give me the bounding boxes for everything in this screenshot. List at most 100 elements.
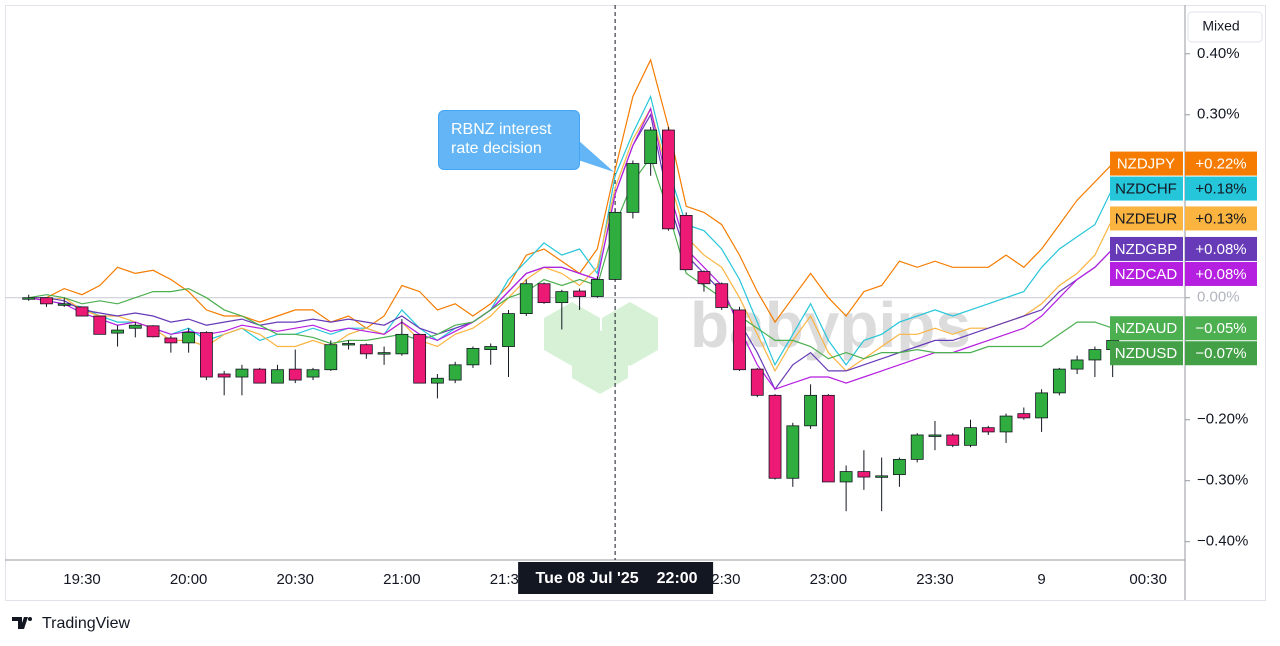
candle-body <box>999 415 1013 433</box>
candle-body <box>644 129 658 164</box>
crosshair-time: 22:00 <box>657 570 698 587</box>
x-tick-label: 00:30 <box>1129 571 1167 588</box>
candle-body <box>466 347 480 366</box>
candle-body <box>910 434 924 460</box>
x-tick-label: 23:00 <box>810 571 848 588</box>
series-label-name-box <box>1110 151 1183 176</box>
candle-body <box>22 297 36 300</box>
series-label-name-box <box>1110 261 1183 286</box>
candle-body <box>1035 392 1048 419</box>
candle-body <box>608 211 622 280</box>
candle-body <box>839 471 853 483</box>
series-label-value: +0.13% <box>1195 210 1246 227</box>
candle-body <box>893 458 906 476</box>
candle-body <box>431 377 444 384</box>
series-label-value: +0.08% <box>1195 266 1246 283</box>
series-label-name: NZDUSD <box>1115 345 1178 362</box>
chart-frame <box>5 5 1266 601</box>
x-tick-label: 21:30 <box>490 571 528 588</box>
candle-body <box>271 369 284 384</box>
candle-body <box>395 333 409 355</box>
series-label-name: NZDCAD <box>1115 266 1178 283</box>
crosshair-label-box <box>518 562 714 594</box>
candle-body <box>40 297 53 305</box>
candle-body <box>679 215 693 271</box>
candle-body <box>857 471 871 478</box>
series-label: NZDEUR +0.13% <box>1110 206 1257 231</box>
series-label-name: NZDEUR <box>1115 210 1178 227</box>
candle-body <box>715 283 729 308</box>
candle-body <box>359 344 373 355</box>
series-label-name: NZDGBP <box>1115 241 1178 258</box>
series-line <box>28 58 1114 329</box>
candle-body <box>182 332 196 344</box>
candle-body <box>288 368 302 381</box>
candle-body <box>324 344 338 371</box>
x-tick-label: 9 <box>1037 571 1045 588</box>
annotation: RBNZ interest rate decision <box>438 110 580 170</box>
candle-body <box>946 434 960 446</box>
mode-button[interactable] <box>1187 11 1263 43</box>
series-line <box>28 156 1113 360</box>
series-label-value: −0.07% <box>1195 345 1246 362</box>
y-tick-label: 0.00% <box>1197 289 1240 306</box>
brand-name: TradingView <box>42 615 130 632</box>
y-tick-label: −0.20% <box>1197 411 1248 428</box>
candle-body <box>75 306 89 317</box>
candle-body <box>1052 368 1066 394</box>
y-tick-label: −0.30% <box>1197 472 1248 489</box>
candle-body <box>519 283 533 315</box>
candle-body <box>821 394 835 483</box>
candle-body <box>786 425 800 479</box>
series-label-name-box <box>1110 176 1183 201</box>
candle-body <box>875 475 889 478</box>
series-label-value-box <box>1185 341 1257 366</box>
series-label-value-box <box>1185 261 1257 286</box>
candle-body <box>164 337 178 344</box>
candle-body <box>377 352 391 355</box>
series-label: NZDUSD −0.07% <box>1110 341 1257 366</box>
y-tick-label: 0.40% <box>1197 45 1240 62</box>
series-label-value-box <box>1185 316 1257 341</box>
series-label-value-box <box>1185 206 1257 231</box>
x-tick-label: 21:00 <box>383 571 421 588</box>
candle-body <box>981 427 995 433</box>
candle-body <box>750 368 764 396</box>
series-label-value: +0.22% <box>1195 156 1246 173</box>
mode-button-label[interactable]: Mixed <box>1202 18 1239 34</box>
candle-body <box>964 427 977 446</box>
x-tick-label: 23:30 <box>916 571 954 588</box>
series-label-name: NZDCHF <box>1115 181 1177 198</box>
series-label: NZDGBP +0.08% <box>1110 236 1257 261</box>
candle-body <box>590 279 604 297</box>
candle-body <box>768 394 782 479</box>
candle-body <box>502 313 515 347</box>
series-label: NZDAUD −0.05% <box>1110 316 1257 341</box>
candle-body <box>128 324 142 329</box>
series-label-value: +0.18% <box>1195 181 1246 198</box>
candle-body <box>484 346 498 350</box>
candle-body <box>804 394 817 427</box>
series-label-name-box <box>1110 316 1183 341</box>
crosshair-label: Tue 08 Jul '25 22:00 <box>518 562 714 594</box>
x-tick-label: 20:00 <box>170 571 208 588</box>
candle-body <box>93 315 107 335</box>
candle-body <box>57 303 71 306</box>
candle-body <box>1070 359 1084 370</box>
y-tick-label: −0.40% <box>1197 533 1248 550</box>
candle-body <box>199 332 213 378</box>
series-label-name-box <box>1110 341 1183 366</box>
series-label-name-box <box>1110 206 1183 231</box>
candle-body <box>573 290 586 297</box>
candle-body <box>235 368 249 378</box>
candle-body <box>448 364 462 381</box>
candle-body <box>733 309 746 371</box>
brand-logo: TradingView <box>12 615 130 632</box>
candle-body <box>1017 413 1031 419</box>
candle-body <box>306 369 320 378</box>
series-label-value-box <box>1185 151 1257 176</box>
series-label: NZDCAD +0.08% <box>1110 261 1257 286</box>
candle-body <box>928 434 942 437</box>
